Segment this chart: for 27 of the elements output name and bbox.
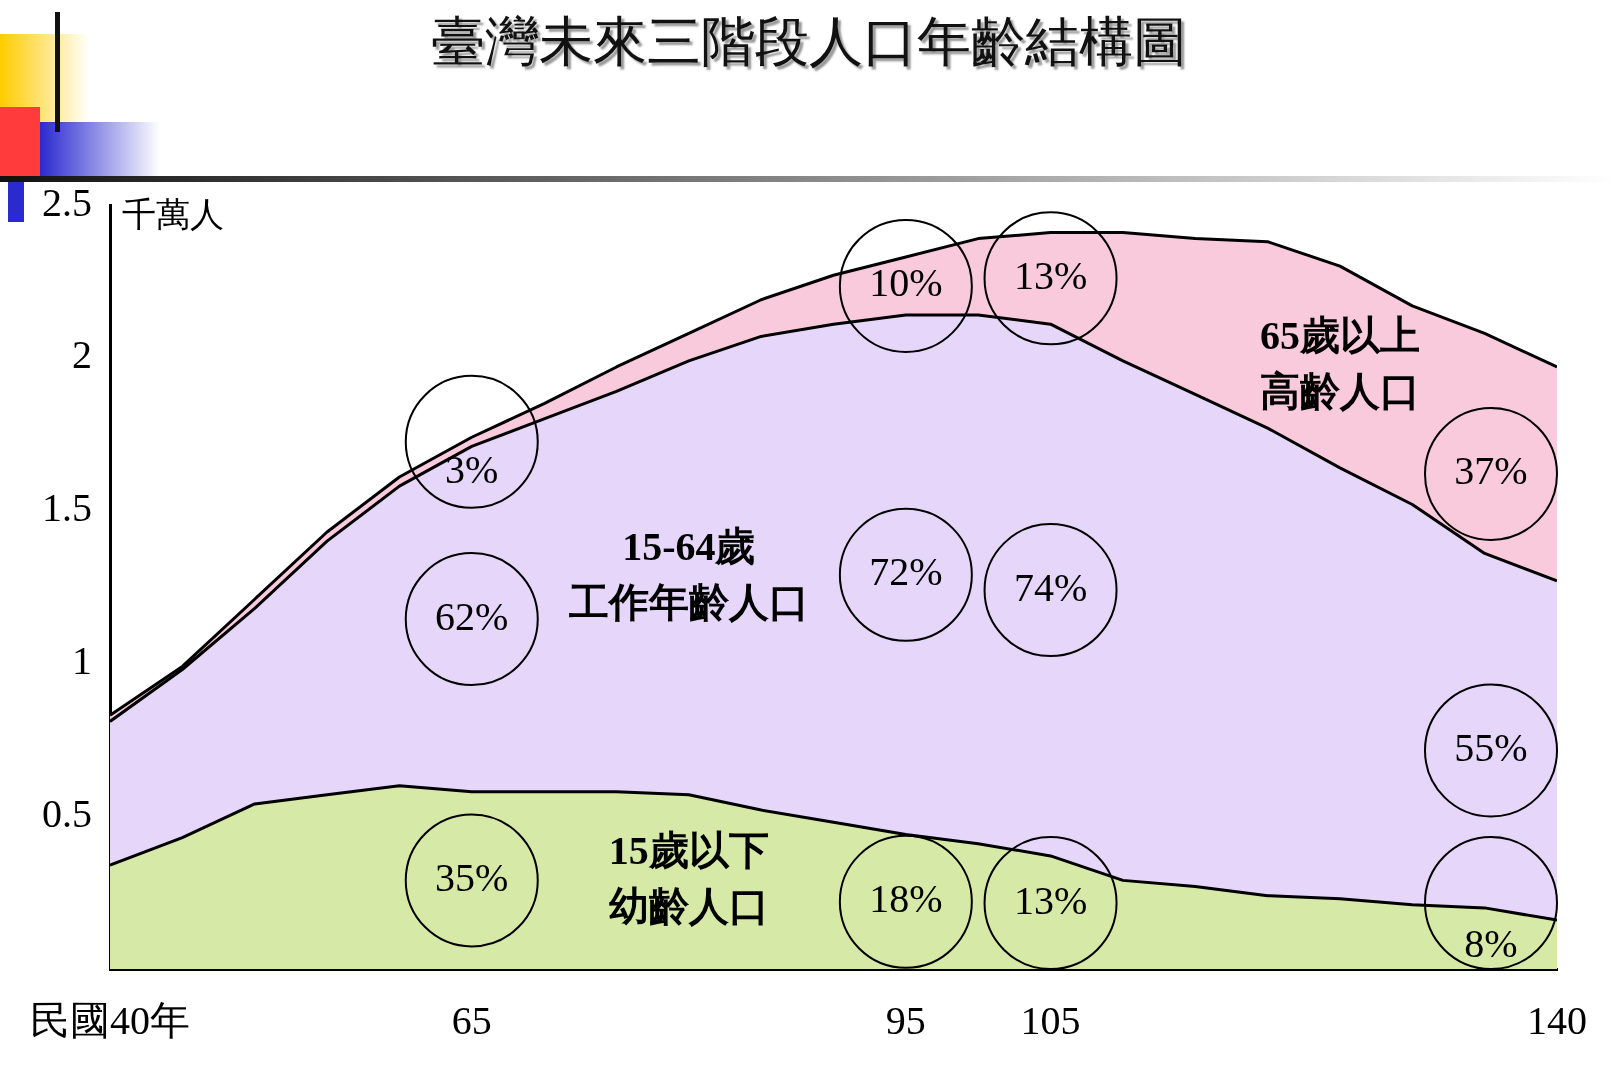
x-tick-label: 65: [451, 997, 492, 1043]
y-tick-label: 2: [72, 332, 92, 378]
series-label: 15歲以下幼齡人口: [608, 828, 769, 930]
y-axis-title: 千萬人: [122, 195, 224, 235]
annotation: 10%: [869, 260, 943, 306]
annotation: 13%: [1013, 877, 1088, 923]
annotation: 72%: [869, 549, 943, 595]
annotation: 74%: [1013, 564, 1088, 610]
annotation: 55%: [1454, 725, 1528, 770]
annotation: 62%: [435, 593, 509, 639]
annotation: 3%: [445, 446, 499, 492]
chart-title: 臺灣未來三階段人口年齡結構圖: [429, 11, 1188, 74]
annotation: 37%: [1454, 448, 1528, 494]
x-tick-label: 95: [885, 997, 926, 1043]
series-label: 65歲以上高齡人口: [1259, 313, 1420, 415]
x-tick-label: 140: [1527, 997, 1587, 1043]
annotation: 13%: [1013, 252, 1088, 298]
y-tick-label: 1: [72, 637, 92, 683]
annotation: 18%: [869, 876, 943, 922]
y-tick-label: 2.5: [42, 179, 92, 225]
x-tick-label: 民國40年: [30, 997, 190, 1043]
series-label: 15-64歲工作年齡人口: [568, 524, 809, 626]
annotation: 35%: [435, 854, 509, 900]
annotation: 8%: [1464, 920, 1518, 966]
x-tick-label: 105: [1020, 997, 1081, 1043]
y-tick-label: 1.5: [42, 485, 92, 531]
y-tick-label: 0.5: [42, 790, 92, 836]
